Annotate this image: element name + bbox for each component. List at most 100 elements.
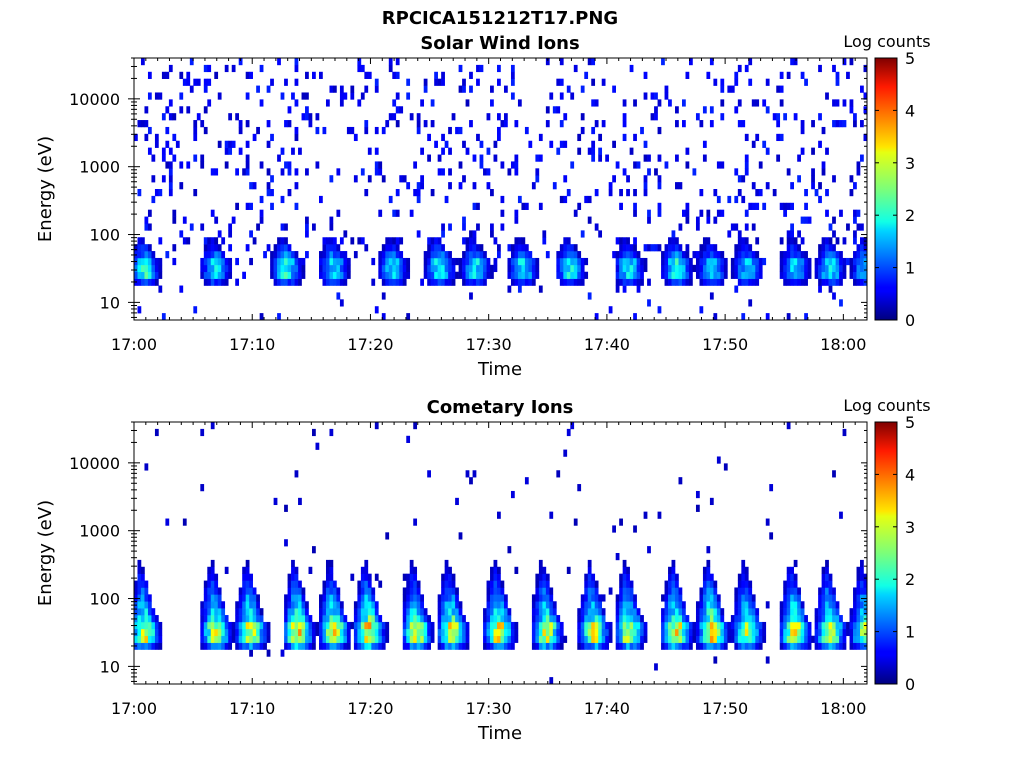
spectrogram-cell bbox=[601, 621, 606, 630]
spectrogram-cell bbox=[594, 99, 599, 107]
spectrogram-cell bbox=[559, 628, 564, 637]
spectrogram-cell bbox=[713, 78, 718, 86]
spectrogram-cell bbox=[462, 278, 466, 286]
spectrogram-cell bbox=[200, 601, 205, 609]
spectrogram-cell bbox=[315, 442, 320, 450]
spectrogram-cell bbox=[762, 202, 767, 210]
spectrogram-cell bbox=[458, 642, 463, 650]
spectrogram-cell bbox=[301, 113, 306, 121]
spectrogram-cell bbox=[301, 608, 306, 616]
spectrogram-cell bbox=[706, 559, 711, 568]
spectrogram-cell bbox=[235, 257, 240, 266]
spectrogram-cell bbox=[629, 244, 634, 252]
spectrogram-cell bbox=[580, 264, 585, 273]
spectrogram-cell bbox=[678, 271, 683, 279]
spectrogram-cell bbox=[580, 642, 585, 650]
spectrogram-cell bbox=[664, 257, 669, 266]
spectrogram-cell bbox=[308, 621, 313, 630]
spectrogram-cell bbox=[392, 278, 397, 286]
spectrogram-cell bbox=[273, 244, 278, 252]
spectrogram-cell bbox=[249, 71, 253, 79]
spectrogram-cell bbox=[524, 257, 529, 266]
spectrogram-cell bbox=[538, 202, 543, 210]
spectrogram-cell bbox=[629, 278, 634, 286]
spectrogram-cell bbox=[395, 120, 400, 128]
spectrogram-cell bbox=[172, 209, 177, 217]
spectrogram-cell bbox=[709, 608, 714, 616]
spectrogram-cell bbox=[524, 251, 529, 259]
spectrogram-cell bbox=[134, 271, 138, 279]
spectrogram-cell bbox=[364, 120, 369, 128]
spectrogram-cell bbox=[825, 271, 829, 279]
spectrogram-cell bbox=[284, 642, 288, 650]
spectrogram-cell bbox=[353, 608, 358, 616]
spectrogram-cell bbox=[469, 257, 473, 266]
spectrogram-cell bbox=[769, 484, 774, 492]
spectrogram-cell bbox=[741, 251, 746, 259]
spectrogram-cell bbox=[497, 126, 501, 135]
spectrogram-cell bbox=[374, 126, 379, 135]
spectrogram-cell bbox=[793, 587, 798, 595]
spectrogram-cell bbox=[748, 601, 753, 609]
spectrogram-cell bbox=[832, 635, 836, 643]
spectrogram-cell bbox=[147, 147, 152, 155]
spectrogram-cell bbox=[737, 244, 742, 252]
spectrogram-cell bbox=[444, 257, 449, 266]
spectrogram-cell bbox=[179, 161, 184, 169]
spectrogram-cell bbox=[249, 649, 253, 657]
spectrogram-cell bbox=[493, 587, 498, 595]
spectrogram-cell bbox=[636, 257, 641, 266]
spectrogram-cell bbox=[800, 251, 805, 259]
spectrogram-cell bbox=[734, 78, 739, 86]
spectrogram-cell bbox=[388, 257, 393, 266]
y-tick-label: 10 bbox=[100, 293, 120, 312]
spectrogram-cell bbox=[259, 608, 264, 616]
spectrogram-cell bbox=[755, 251, 760, 259]
spectrogram-cell bbox=[584, 573, 589, 581]
spectrogram-cell bbox=[629, 587, 634, 595]
spectrogram-cell bbox=[675, 642, 679, 650]
spectrogram-cell bbox=[629, 621, 634, 630]
spectrogram-cell bbox=[214, 244, 219, 252]
spectrogram-cell bbox=[207, 573, 212, 581]
spectrogram-cell bbox=[552, 608, 557, 616]
spectrogram-cell bbox=[580, 271, 585, 279]
spectrogram-cell bbox=[224, 161, 229, 169]
spectrogram-cell bbox=[790, 594, 794, 602]
spectrogram-cell bbox=[493, 601, 498, 609]
spectrogram-cell bbox=[818, 278, 822, 286]
spectrogram-cell bbox=[140, 642, 145, 650]
spectrogram-cell bbox=[423, 608, 428, 616]
spectrogram-cell bbox=[657, 154, 662, 162]
spectrogram-cell bbox=[615, 285, 620, 293]
spectrogram-cell bbox=[636, 271, 641, 279]
spectrogram-cell bbox=[500, 628, 505, 637]
spectrogram-cell bbox=[357, 99, 362, 107]
spectrogram-cell bbox=[797, 271, 801, 279]
spectrogram-cell bbox=[448, 168, 452, 176]
spectrogram-cell bbox=[483, 251, 487, 259]
spectrogram-cell bbox=[441, 278, 445, 286]
spectrogram-cell bbox=[524, 126, 529, 135]
spectrogram-cell bbox=[706, 271, 711, 279]
spectrogram-cell bbox=[137, 635, 142, 643]
spectrogram-cell bbox=[821, 126, 826, 135]
spectrogram-cell bbox=[821, 257, 826, 266]
spectrogram-cell bbox=[367, 573, 372, 581]
spectrogram-cell bbox=[790, 601, 794, 609]
spectrogram-cell bbox=[151, 175, 156, 183]
spectrogram-cell bbox=[556, 642, 561, 650]
spectrogram-cell bbox=[245, 615, 250, 623]
spectrogram-cell bbox=[818, 264, 822, 273]
spectrogram-cell bbox=[709, 271, 714, 279]
spectrogram-cell bbox=[517, 257, 522, 266]
spectrogram-cell bbox=[622, 133, 627, 142]
spectrogram-cell bbox=[346, 635, 351, 643]
spectrogram-cell bbox=[455, 587, 459, 595]
spectrogram-cell bbox=[510, 161, 515, 169]
spectrogram-cell bbox=[455, 594, 459, 602]
spectrogram-cell bbox=[748, 642, 753, 650]
spectrogram-cell bbox=[325, 587, 330, 595]
spectrogram-cell bbox=[444, 195, 449, 204]
spectrogram-cell bbox=[737, 615, 742, 623]
